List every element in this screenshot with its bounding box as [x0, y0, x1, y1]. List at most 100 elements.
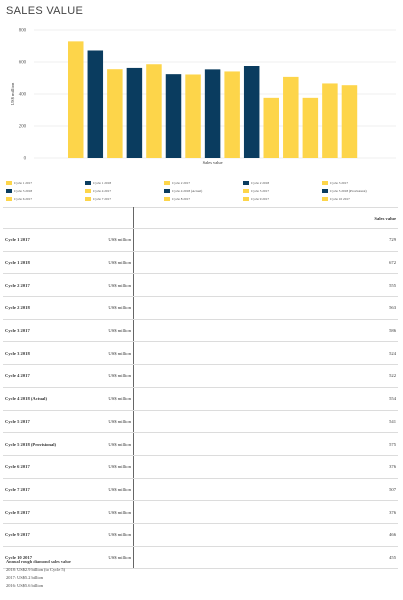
table-cell-label: Cycle 3 2018 — [3, 341, 77, 366]
table-cell-label: Cycle 1 2017 — [3, 228, 77, 252]
table-cell-label: Cycle 2 2017 — [3, 273, 77, 298]
legend-swatch — [85, 197, 91, 201]
bar — [185, 74, 201, 158]
table-cell-unit: US$ million — [77, 273, 134, 298]
table-cell-unit: US$ million — [77, 455, 134, 479]
table-cell-unit: US$ million — [77, 546, 134, 570]
table-cell-label: Cycle 8 2017 — [3, 500, 77, 524]
legend-swatch — [85, 189, 91, 193]
legend-swatch — [6, 189, 12, 193]
legend-item: Cycle 3 2018 — [6, 188, 85, 194]
table-cell-value: 554 — [133, 387, 398, 411]
table-row: Cycle 8 2017 US$ million 376 — [3, 500, 398, 524]
legend-label: Cycle 4 2018 (Actual) — [172, 189, 203, 193]
table-cell-label: Cycle 7 2017 — [3, 478, 77, 502]
legend-swatch — [164, 181, 170, 185]
legend-label: Cycle 3 2017 — [330, 181, 349, 185]
legend-item: Cycle 4 2018 (Actual) — [164, 188, 243, 194]
sales-value-bar-chart: 0 200 400 600 800 US$ million Sales value — [10, 29, 396, 165]
table-cell-label: Cycle 4 2018 (Actual) — [3, 387, 77, 411]
notes-title: Annual rough diamond sales value — [6, 559, 71, 564]
table-cell-value: 524 — [133, 341, 398, 366]
table-cell-value: 541 — [133, 410, 398, 434]
legend-item: Cycle 7 2017 — [85, 196, 164, 202]
legend-label: Cycle 4 2017 — [93, 189, 112, 193]
y-tick-label: 400 — [19, 93, 27, 98]
legend-item: Cycle 10 2017 — [322, 196, 401, 202]
table-cell-unit: US$ million — [77, 523, 134, 547]
legend-label: Cycle 10 2017 — [330, 197, 350, 201]
y-tick-label: 0 — [24, 157, 27, 162]
table-cell-unit: US$ million — [77, 410, 134, 434]
legend-swatch — [322, 189, 328, 193]
table-row: Cycle 6 2017 US$ million 376 — [3, 455, 398, 479]
x-axis-label: Sales value — [203, 160, 223, 165]
table-cell-label: Cycle 1 2018 — [3, 251, 77, 275]
table-cell-value: 376 — [133, 455, 398, 479]
table-cell-value: 507 — [133, 478, 398, 502]
legend-item: Cycle 6 2017 — [6, 196, 85, 202]
bar — [107, 69, 123, 158]
legend-swatch — [6, 197, 12, 201]
table-cell-label: Cycle 6 2017 — [3, 455, 77, 479]
table-cell-value: 563 — [133, 296, 398, 320]
legend-swatch — [164, 197, 170, 201]
table-cell-label: Cycle 5 2018 (Provisional) — [3, 432, 77, 456]
legend-label: Cycle 7 2017 — [93, 197, 112, 201]
legend-label: Cycle 2 2018 — [251, 181, 270, 185]
table-cell-label: Cycle 4 2017 — [3, 364, 77, 388]
table-cell-value: 376 — [133, 500, 398, 524]
table-header-sales-value: Sales value — [133, 207, 398, 229]
notes-line: 2016: US$5.6 billion — [6, 583, 43, 588]
y-tick-label: 800 — [19, 29, 27, 34]
table-cell-value: 575 — [133, 432, 398, 456]
table-cell-unit: US$ million — [77, 341, 134, 366]
table-row: Cycle 2 2018 US$ million 563 — [3, 296, 398, 320]
bar — [204, 69, 221, 158]
legend-label: Cycle 9 2017 — [251, 197, 270, 201]
legend-label: Cycle 1 2018 — [93, 181, 112, 185]
bar — [146, 64, 162, 158]
table-row: Cycle 4 2018 (Actual) US$ million 554 — [3, 387, 398, 411]
legend-item: Cycle 3 2017 — [322, 180, 401, 186]
table-cell-unit: US$ million — [77, 364, 134, 388]
legend-label: Cycle 3 2018 — [14, 189, 33, 193]
y-axis-label: US$ million — [10, 82, 15, 105]
bar — [87, 50, 104, 159]
annual-sales-notes: Annual rough diamond sales value 2018: U… — [6, 558, 71, 590]
notes-line: 2018: US$2.9 billion (to Cycle 5) — [6, 567, 66, 572]
legend-item: Cycle 1 2017 — [6, 180, 85, 186]
legend-label: Cycle 1 2017 — [14, 181, 33, 185]
table-cell-unit: US$ million — [77, 387, 134, 411]
table-header-row: Sales value — [3, 207, 398, 229]
bar — [341, 85, 358, 158]
y-tick-label: 200 — [19, 125, 27, 130]
legend-item: Cycle 5 2017 — [243, 188, 322, 194]
table-cell-label: Cycle 3 2017 — [3, 319, 77, 343]
table-row: Cycle 1 2018 US$ million 672 — [3, 251, 398, 275]
notes-line: 2017: US$5.2 billion — [6, 575, 43, 580]
table-header-unit — [77, 207, 134, 229]
legend-swatch — [243, 181, 249, 185]
legend-item: Cycle 4 2017 — [85, 188, 164, 194]
table-cell-value: 672 — [133, 251, 398, 275]
legend-item: Cycle 8 2017 — [164, 196, 243, 202]
table-cell-unit: US$ million — [77, 478, 134, 502]
legend-swatch — [6, 181, 12, 185]
bar — [243, 66, 260, 158]
bar — [68, 41, 84, 158]
legend-swatch — [322, 181, 328, 185]
bar — [165, 74, 182, 158]
legend-label: Cycle 5 2017 — [251, 189, 270, 193]
table-cell-unit: US$ million — [77, 319, 134, 343]
legend-item: Cycle 2 2018 — [243, 180, 322, 186]
table-cell-unit: US$ million — [77, 296, 134, 320]
table-cell-value: 729 — [133, 228, 398, 252]
legend-item: Cycle 1 2018 — [85, 180, 164, 186]
table-row: Cycle 10 2017 US$ million 455 — [3, 546, 398, 570]
table-cell-unit: US$ million — [77, 228, 134, 252]
legend-label: Cycle 2 2017 — [172, 181, 191, 185]
table-row: Cycle 5 2017 US$ million 541 — [3, 410, 398, 434]
table-row: Cycle 5 2018 (Provisional) US$ million 575 — [3, 432, 398, 456]
table-cell-value: 555 — [133, 273, 398, 298]
